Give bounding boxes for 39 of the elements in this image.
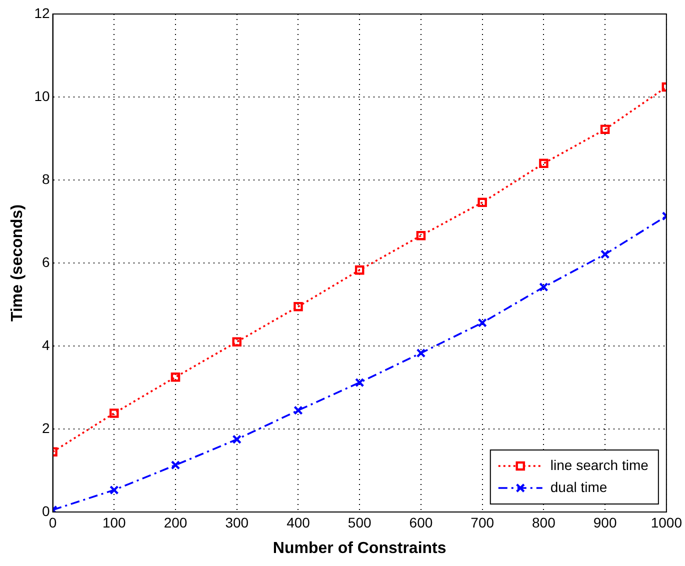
x-tick-label: 1000 [650,514,682,530]
point [110,485,119,495]
point [232,337,242,346]
y-tick-label: 12 [34,4,50,21]
point [294,406,303,415]
point [232,434,242,444]
point [170,460,180,470]
point [600,250,610,259]
point [478,198,487,208]
y-tick-label: 6 [42,254,50,270]
x-tick-label: 500 [348,514,372,530]
point [294,302,303,312]
point [416,348,426,358]
point [478,318,487,328]
y-tick-label: 0 [42,502,50,519]
x-tick-label: 100 [102,514,126,530]
x-tick-label: 300 [225,514,249,530]
x-axis-title: Number of Constraints [272,540,446,557]
y-tick-label: 4 [42,336,50,353]
point [170,372,180,382]
legend-label: line search time [550,456,649,473]
x-tick-label: 200 [164,514,188,530]
point [539,282,548,292]
x-tick-label: 900 [593,514,617,530]
y-tick-label: 8 [42,170,50,187]
point [110,408,119,418]
y-tick-label: 2 [42,420,50,436]
y-axis-title: Time (seconds) [9,204,26,322]
y-tick-label: 10 [34,88,50,104]
x-tick-label: 600 [409,514,433,530]
legend-label: dual time [550,478,608,495]
point [416,230,426,240]
x-tick-label: 700 [470,514,494,530]
x-tick-label: 400 [286,514,310,530]
point [600,124,610,134]
point [354,265,364,275]
point [539,158,548,168]
x-tick-label: 800 [532,514,556,530]
point [354,378,364,388]
